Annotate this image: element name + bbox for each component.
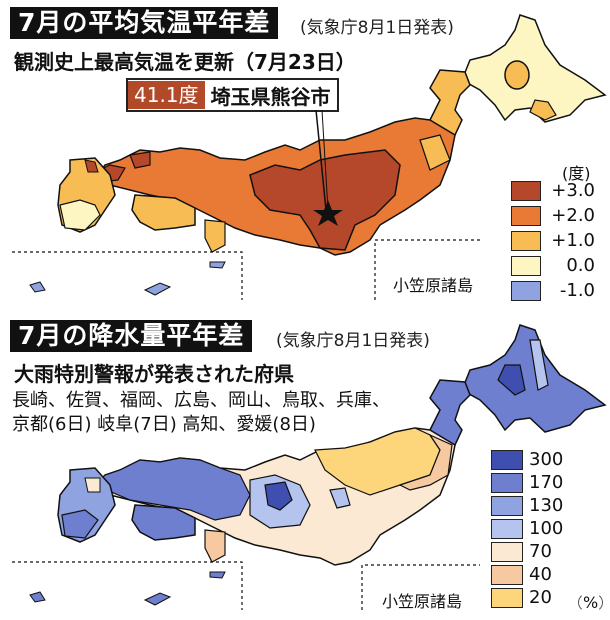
ogasawara-label: 小笠原諸島 xyxy=(393,276,474,295)
legend-swatch xyxy=(491,518,523,539)
precipitation-source: (気象庁8月1日発表) xyxy=(276,331,430,351)
record-place: 埼玉県熊谷市 xyxy=(210,84,331,109)
legend-item: 130 xyxy=(491,494,577,517)
legend-item: +3.0 xyxy=(511,178,595,203)
legend-swatch xyxy=(511,180,541,201)
temperature-subtitle: 観測史上最高気温を更新（7月23日） xyxy=(14,50,356,74)
temperature-title: 7月の平均気温平年差 xyxy=(10,7,279,39)
temperature-map xyxy=(12,14,607,300)
legend-swatch xyxy=(491,564,523,585)
warning-prefectures-line1: 長崎、佐賀、福岡、広島、岡山、鳥取、兵庫、 xyxy=(12,390,390,411)
precipitation-map xyxy=(12,324,607,610)
record-callout: 41.1度 埼玉県熊谷市 xyxy=(126,78,339,112)
precipitation-legend: 300 170 130 100 70 40 20 xyxy=(491,448,577,609)
legend-swatch xyxy=(511,205,541,226)
precipitation-title: 7月の降水量平年差 xyxy=(10,320,253,352)
temperature-panel: 7月の平均気温平年差 (気象庁8月1日発表) 観測史上最高気温を更新（7月23日… xyxy=(10,7,607,303)
legend-item: 40 xyxy=(491,563,577,586)
precipitation-subtitle: 大雨特別警報が発表された府県 xyxy=(14,362,294,386)
legend-swatch xyxy=(511,280,541,301)
temperature-source: (気象庁8月1日発表) xyxy=(300,18,454,38)
legend-item: +2.0 xyxy=(511,203,595,228)
legend-item: -1.0 xyxy=(511,278,595,303)
legend-swatch xyxy=(491,495,523,516)
legend-item: +1.0 xyxy=(511,228,595,253)
legend-item: 300 xyxy=(491,448,577,471)
precipitation-panel: 7月の降水量平年差 (気象庁8月1日発表) 大雨特別警報が発表された府県 長崎、… xyxy=(0,310,610,620)
legend-item: 100 xyxy=(491,517,577,540)
record-value: 41.1度 xyxy=(128,81,205,109)
legend-swatch xyxy=(491,472,523,493)
legend-swatch xyxy=(511,230,541,251)
legend-swatch xyxy=(491,449,523,470)
legend-swatch xyxy=(491,587,523,608)
ogasawara-label: 小笠原諸島 xyxy=(382,592,463,611)
legend-swatch xyxy=(491,541,523,562)
legend-swatch xyxy=(511,255,541,276)
temperature-legend: +3.0 +2.0 +1.0 0.0 -1.0 xyxy=(511,178,595,303)
temperature-legend-unit: (度) xyxy=(562,164,591,183)
legend-item: 70 xyxy=(491,540,577,563)
legend-item: 20 xyxy=(491,586,577,609)
star-icon xyxy=(313,200,343,226)
warning-prefectures-line2: 京都(6日) 岐阜(7日) 高知、愛媛(8日) xyxy=(12,414,316,435)
legend-item: 0.0 xyxy=(511,253,595,278)
precipitation-legend-unit: % xyxy=(578,592,604,613)
legend-item: 170 xyxy=(491,471,577,494)
